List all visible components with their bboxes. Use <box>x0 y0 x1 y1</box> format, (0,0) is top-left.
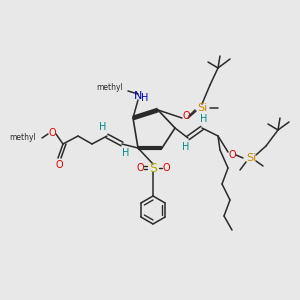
Text: Si: Si <box>246 153 256 163</box>
Text: O: O <box>162 163 170 173</box>
Text: H: H <box>182 142 190 152</box>
Text: methyl: methyl <box>9 134 36 142</box>
Text: O: O <box>136 163 144 173</box>
Text: H: H <box>141 93 149 103</box>
Text: S: S <box>149 161 157 175</box>
Text: methyl: methyl <box>96 82 123 91</box>
Text: H: H <box>122 148 130 158</box>
Text: O: O <box>228 150 236 160</box>
Text: H: H <box>99 122 107 132</box>
Text: O: O <box>55 160 63 170</box>
Text: O: O <box>182 111 190 121</box>
Text: O: O <box>48 128 56 138</box>
Text: N: N <box>134 91 142 101</box>
Text: Si: Si <box>197 103 207 113</box>
Text: H: H <box>200 114 208 124</box>
